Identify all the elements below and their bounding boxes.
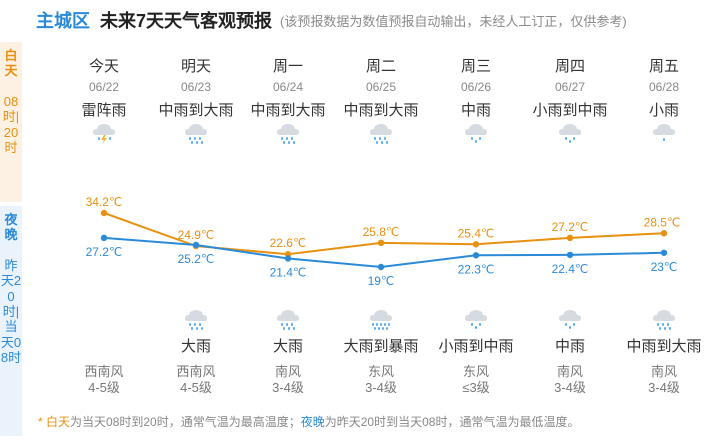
wind-direction: 南风 [274,364,302,379]
day-name: 今天 [88,58,120,75]
day-condition: 中雨到大雨 [343,102,419,119]
night-temp-point [660,249,668,256]
night-temp-label: 21.4℃ [270,265,307,279]
night-label-block: 夜晚 昨天20时|当天08时 [0,206,22,436]
day-date: 06/25 [365,80,397,94]
heavy-rain-icon [274,121,302,145]
day-condition: 小雨到中雨 [532,102,608,119]
footer-night-text: 为昨天20时到当天08时，通常气温为最低温度。 [324,415,580,429]
wind-level: 3-4级 [554,380,586,395]
night-condition: 中雨到大雨 [626,338,702,355]
footer-day-text: 为当天08时到20时，通常气温为最高温度； [70,415,301,429]
moderate-rain-icon [462,307,490,331]
daytime-temp-point [566,234,574,242]
day-condition: 中雨到大雨 [250,102,326,119]
day-condition: 雷阵雨 [81,102,127,119]
period-sidebar: 白天 08时|20时 夜晚 昨天20时|当天08时 [0,42,22,436]
thunder-rain-icon [90,121,118,145]
daytime-temp-point [100,209,108,217]
wind-level: ≤3级 [462,380,490,395]
rainstorm-icon [367,307,395,331]
heavy-rain-icon [182,307,210,331]
daytime-temp-point [377,239,385,247]
wind-level: 4-5级 [180,380,212,395]
wind-level: 3-4级 [648,380,680,395]
heavy-rain-icon [367,121,395,145]
heavy-rain-icon [650,307,678,331]
wind-direction: 南风 [556,364,584,379]
day-name: 周五 [648,58,680,75]
night-condition: 中雨 [554,338,586,355]
night-temp-label: 27.2℃ [86,245,123,259]
day-condition: 中雨 [460,102,492,119]
wind-direction: 东风 [367,364,395,379]
night-temp-point [284,255,292,262]
daytime-label-block: 白天 08时|20时 [0,42,22,202]
heavy-rain-icon [274,307,302,331]
footer-day-term: 白天 [46,415,71,429]
night-temp-label: 25.2℃ [178,252,215,266]
day-condition: 中雨到大雨 [158,102,234,119]
night-condition: 大雨 [180,338,212,355]
night-temp-point [472,252,480,259]
heavy-rain-icon [182,121,210,145]
day-name: 周二 [365,58,397,75]
daytime-title: 白天 [4,48,18,79]
footer-night-term: 夜晚 [300,415,325,429]
day-name: 周四 [554,58,586,75]
daytime-temp-label: 25.8℃ [363,225,400,239]
wind-direction: 东风 [462,364,490,379]
wind-direction: 西南风 [176,364,216,379]
region-name: 主城区 [36,11,90,31]
disclaimer-note: (该预报数据为数值预报自动输出，未经人工订正，仅供参考) [280,13,627,29]
night-title: 夜晚 [4,212,18,243]
daytime-temp-point [660,230,668,237]
page-title: 未来7天天气客观预报 [100,11,273,31]
night-temp-label: 23℃ [651,260,678,274]
wind-direction: 西南风 [84,364,124,379]
daytime-temp-label: 27.2℃ [552,220,589,234]
night-range: 昨天20时|当天08时 [0,258,22,365]
daytime-temp-label: 22.6℃ [270,236,307,250]
daytime-temp-point [472,241,480,248]
temperature-chart: 34.2℃ 24.9℃ 22.6℃ 25.8℃ 25.4℃ 27.2℃ 28.5℃ 27.2℃… [86,195,681,288]
day-date: 06/22 [88,80,120,94]
forecast-header: 主城区 未来7天天气客观预报 (该预报数据为数值预报自动输出，未经人工订正，仅供… [0,0,720,40]
day-condition: 小雨 [648,102,680,119]
night-temp-label: 22.3℃ [458,262,495,276]
night-temp-point [566,251,574,259]
night-condition: 大雨到暴雨 [343,338,419,355]
daytime-temp-label: 34.2℃ [86,195,123,209]
daytime-temp-label: 28.5℃ [644,215,681,229]
wind-level: 4-5级 [88,380,120,395]
day-name: 周三 [460,58,492,75]
night-condition: 小雨到中雨 [438,338,514,355]
daytime-temp-label: 24.9℃ [178,228,215,242]
day-date: 06/28 [648,80,680,94]
night-condition: 大雨 [272,338,304,355]
wind-direction: 南风 [650,364,678,379]
day-date: 06/23 [180,80,212,94]
footer-star: * [38,415,47,429]
wind-level: 3-4级 [272,380,304,395]
moderate-rain-icon [556,307,584,331]
light-rain-icon [650,121,678,145]
night-temp-point [100,234,108,242]
night-temp-label: 19℃ [368,274,395,288]
day-name: 明天 [180,58,212,75]
day-date: 06/24 [272,80,304,94]
day-name: 周一 [272,58,304,75]
daytime-range: 08时|20时 [2,94,20,155]
day-date: 06/27 [554,80,586,94]
night-temp-point [377,263,385,271]
moderate-rain-icon [556,121,584,145]
day-date: 06/26 [460,80,492,94]
wind-level: 3-4级 [365,380,397,395]
night-temp-point [192,241,200,249]
daytime-temp-label: 25.4℃ [458,226,495,240]
moderate-rain-icon [462,121,490,145]
footer-note: * 白天为当天08时到20时，通常气温为最高温度；夜晚为昨天20时到当天08时，… [38,413,579,430]
night-temp-label: 22.4℃ [552,262,589,276]
